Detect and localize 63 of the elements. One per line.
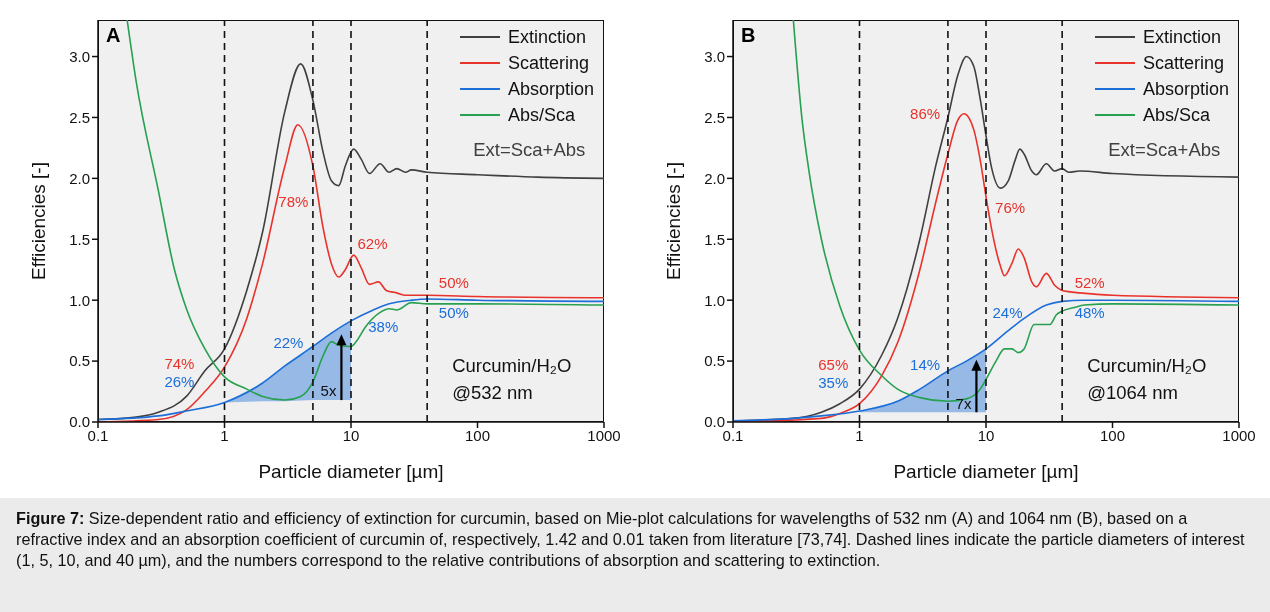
legend-label: Extinction — [1142, 26, 1221, 49]
x-tick-label: 1000 — [1222, 426, 1256, 444]
y-tick-label: 3.0 — [704, 47, 725, 65]
annotation: 76% — [995, 198, 1026, 216]
annotation: 50% — [438, 274, 469, 292]
y-tick-label: 1.0 — [69, 291, 90, 309]
annotation: 26% — [164, 373, 195, 391]
x-axis-title: Particle diameter [µm] — [258, 461, 444, 482]
annotation: 86% — [910, 105, 941, 123]
y-tick-label: 0.0 — [704, 413, 725, 431]
annotation: @532 nm — [452, 381, 533, 404]
x-tick-label: 1 — [220, 426, 229, 444]
legend-label: Absorption — [1142, 78, 1229, 101]
y-tick-label: 2.0 — [69, 169, 90, 187]
annotation: 5x — [320, 382, 337, 400]
y-axis-title: Efficiencies [-] — [27, 162, 49, 280]
chart-title: B — [741, 24, 756, 47]
annotation: 65% — [818, 356, 849, 374]
annotation: 48% — [1074, 303, 1105, 321]
y-tick-label: 0.5 — [704, 352, 725, 370]
annotation: 35% — [818, 374, 849, 392]
legend-label: Scattering — [507, 52, 589, 75]
legend-label: Abs/Sca — [1142, 104, 1210, 127]
annotation: Curcumin/H₂O — [1087, 355, 1207, 378]
y-tick-label: 2.0 — [704, 169, 725, 187]
annotation: 52% — [1074, 274, 1105, 292]
annotation: Ext=Sca+Abs — [1108, 139, 1221, 162]
x-tick-label: 10 — [977, 426, 995, 444]
x-tick-label: 10 — [342, 426, 360, 444]
y-tick-label: 2.5 — [704, 108, 725, 126]
x-tick-label: 0.1 — [87, 426, 109, 444]
y-tick-label: 1.5 — [704, 230, 725, 248]
y-tick-label: 2.5 — [69, 108, 90, 126]
annotation: 74% — [164, 354, 195, 372]
y-tick-label: 0.5 — [69, 352, 90, 370]
y-tick-label: 1.5 — [69, 230, 90, 248]
annotation: Ext=Sca+Abs — [473, 139, 586, 162]
x-tick-label: 0.1 — [722, 426, 744, 444]
y-tick-label: 3.0 — [69, 47, 90, 65]
caption: Figure 7: Size-dependent ratio and efficiency of extinction for curcumin, based on Mie-plot calculations for wavelengths of 532 nm (A) and 1064 nm (B), based on a refractive index and an absorption coefficient of curcumin of, respectively, 1.42 and 0.01 taken from literature [73,74]. Dashed lines indicate the particle diameters of interest (1, 5, 10, and 40 µm), and the numbers correspond to the relative contributions of absorption and scattering to extinction. — [16, 509, 1245, 569]
annotation: 62% — [357, 235, 388, 253]
annotation: 14% — [910, 356, 941, 374]
annotation: 7x — [955, 394, 972, 412]
x-axis-title: Particle diameter [µm] — [893, 461, 1079, 482]
legend-label: Scattering — [1142, 52, 1224, 75]
chart-title: A — [106, 24, 121, 47]
x-tick-label: 100 — [464, 426, 491, 444]
annotation: @1064 nm — [1087, 381, 1178, 404]
y-axis-title: Efficiencies [-] — [662, 162, 684, 280]
annotation: 24% — [992, 303, 1023, 321]
annotation: 22% — [273, 334, 304, 352]
legend-label: Abs/Sca — [507, 104, 575, 127]
annotation: 50% — [438, 303, 469, 321]
annotation: 38% — [368, 318, 399, 336]
y-tick-label: 1.0 — [704, 291, 725, 309]
annotation: 78% — [278, 192, 309, 210]
legend-label: Extinction — [507, 26, 586, 49]
legend-label: Absorption — [507, 78, 594, 101]
x-tick-label: 100 — [1099, 426, 1126, 444]
y-tick-label: 0.0 — [69, 413, 90, 431]
x-tick-label: 1000 — [587, 426, 621, 444]
annotation: Curcumin/H₂O — [452, 355, 572, 378]
x-tick-label: 1 — [855, 426, 864, 444]
